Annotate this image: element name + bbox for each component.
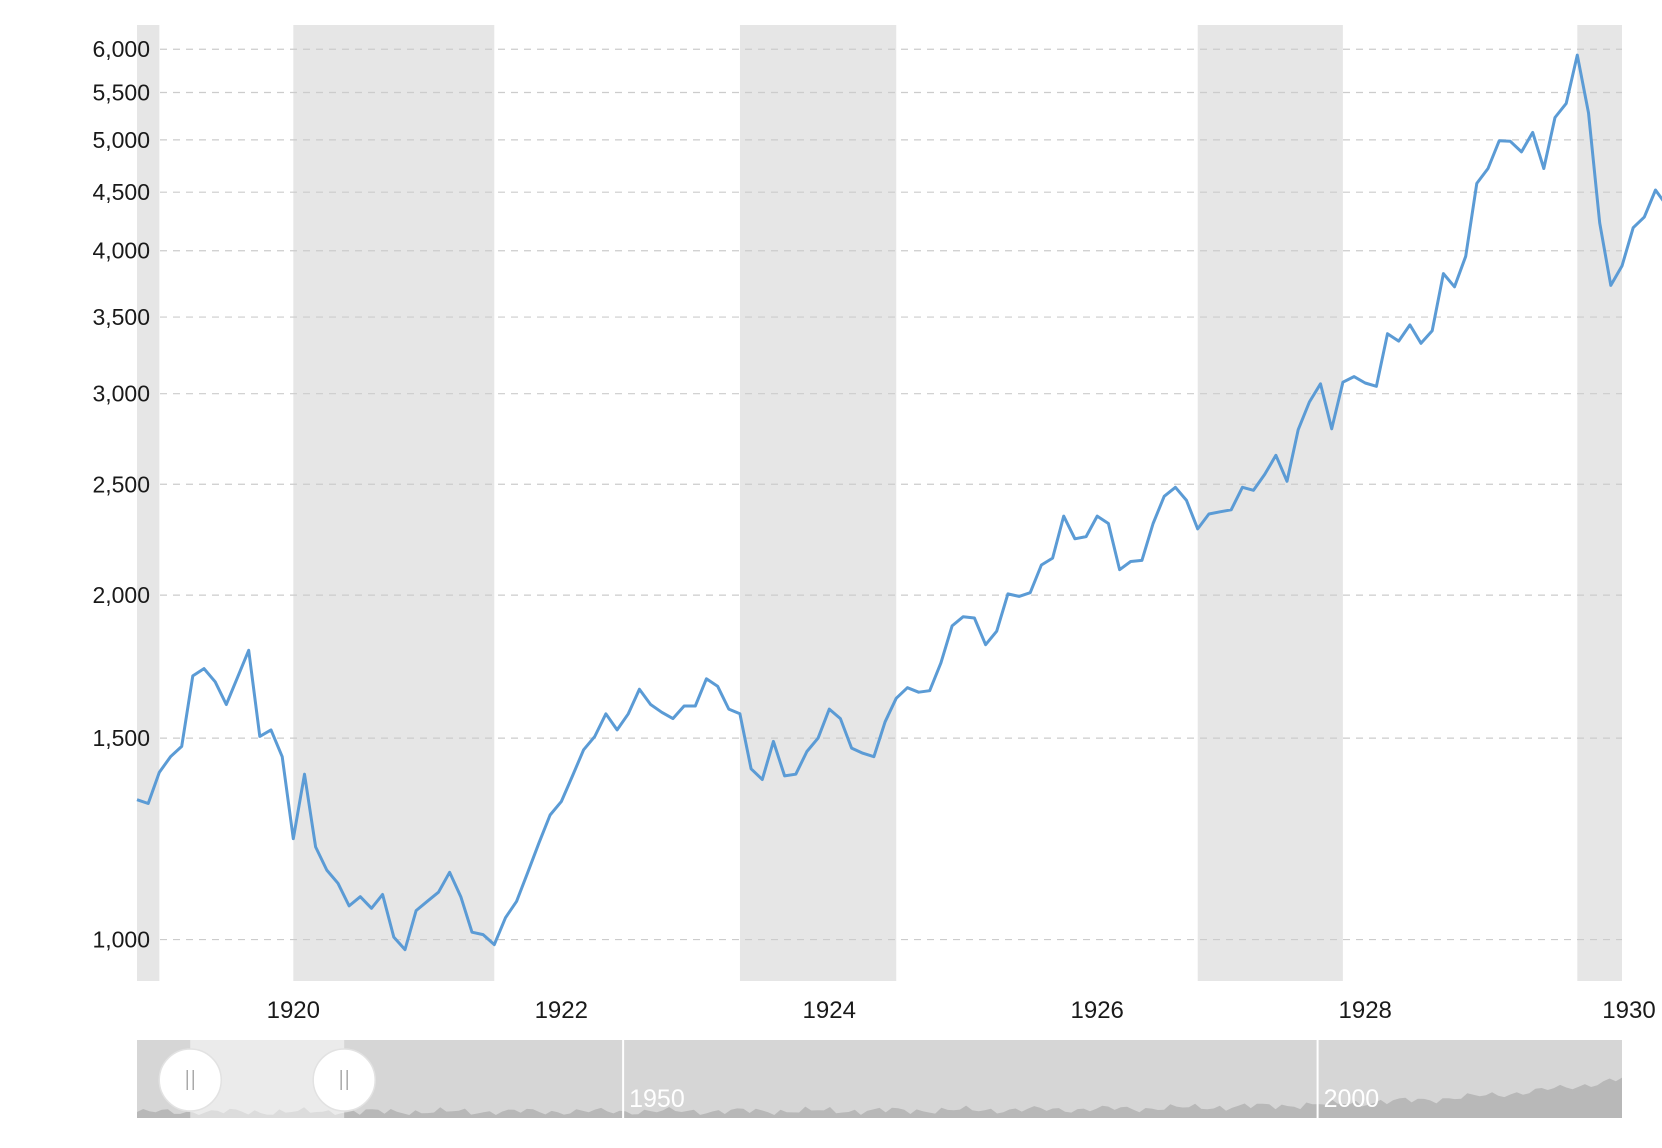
shaded-period-0: [137, 25, 160, 981]
navigator-year-label: 2000: [1324, 1085, 1380, 1113]
x-tick-label: 1928: [1339, 997, 1392, 1024]
x-axis-ticks: 1920 1922 1924 1926 1928 1930: [267, 997, 1656, 1024]
y-tick-label: 1,500: [92, 725, 150, 751]
navigator-year-label: 1950: [629, 1085, 685, 1113]
gridlines: [160, 48, 1622, 941]
series-line-0: [136, 53, 1662, 952]
y-tick-label: 1,000: [92, 927, 150, 953]
shaded-period-4: [1577, 25, 1622, 981]
price-series: [136, 53, 1662, 952]
y-tick-label: 2,000: [92, 582, 150, 608]
grip-lines-icon: [340, 1070, 348, 1090]
y-tick-label: 5,000: [92, 127, 150, 153]
grip-lines-icon: [186, 1070, 194, 1090]
recession-shading: [137, 25, 1622, 981]
y-tick-label: 3,000: [92, 381, 150, 407]
shaded-period-3: [1197, 25, 1343, 981]
navigator-left-handle[interactable]: [158, 1048, 222, 1112]
x-tick-label: 1922: [535, 997, 588, 1024]
shaded-period-1: [293, 25, 495, 981]
y-tick-label: 2,500: [92, 471, 150, 497]
x-tick-label: 1920: [267, 997, 320, 1024]
range-navigator[interactable]: 1950 2000: [137, 1040, 1622, 1118]
y-tick-label: 4,000: [92, 238, 150, 264]
y-tick-label: 3,500: [92, 304, 150, 330]
y-axis-ticks: 1,000 1,500 2,000 2,500 3,000 3,500 4,000 4,500…: [92, 36, 150, 952]
x-tick-label: 1926: [1071, 997, 1124, 1024]
shaded-period-2: [739, 25, 897, 981]
y-tick-label: 5,500: [92, 79, 150, 105]
y-tick-label: 6,000: [92, 36, 150, 62]
x-tick-label: 1924: [803, 997, 856, 1024]
navigator-right-handle[interactable]: [312, 1048, 376, 1112]
x-tick-label: 1930: [1602, 997, 1655, 1024]
y-tick-label: 4,500: [92, 179, 150, 205]
